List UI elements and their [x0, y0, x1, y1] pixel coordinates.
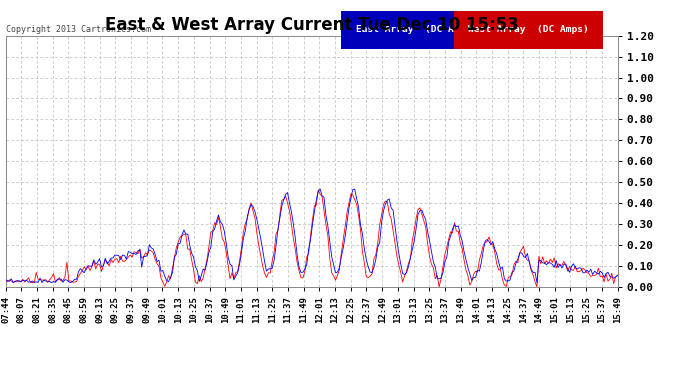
Text: Copyright 2013 Cartronics.com: Copyright 2013 Cartronics.com [6, 26, 150, 34]
Text: West Array  (DC Amps): West Array (DC Amps) [469, 26, 589, 34]
Text: East Array  (DC Amps): East Array (DC Amps) [355, 26, 476, 34]
Title: East & West Array Current Tue Dec 10 15:53: East & West Array Current Tue Dec 10 15:… [105, 16, 518, 34]
